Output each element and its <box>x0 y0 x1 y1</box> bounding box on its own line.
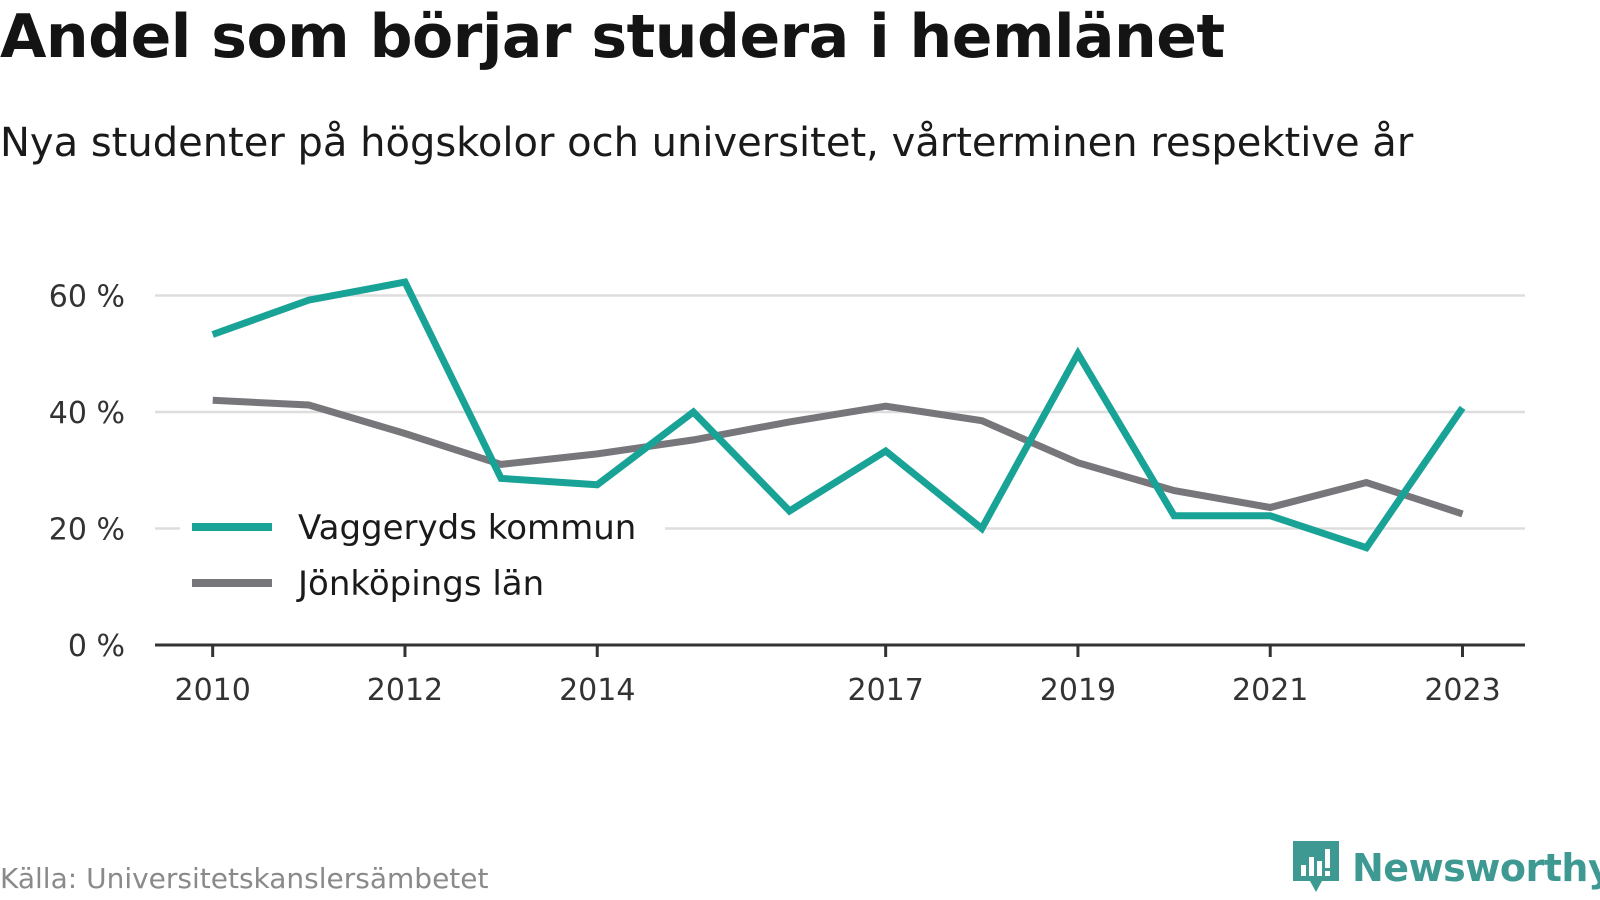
x-tick-label: 2023 <box>1424 673 1500 708</box>
x-tick-label: 2017 <box>847 673 923 708</box>
series-line-jonkoping <box>212 396 1464 518</box>
brand-name: Newsworthy <box>1352 846 1600 890</box>
x-tick-label: 2014 <box>559 673 635 708</box>
legend-background <box>180 500 665 615</box>
brand-logo[interactable]: Newsworthy <box>1290 838 1600 898</box>
y-tick-label: 40 % <box>49 396 125 431</box>
x-tick-label: 2021 <box>1232 673 1308 708</box>
y-tick-label: 60 % <box>49 279 125 314</box>
chart-subtitle: Nya studenter på högskolor och universit… <box>0 120 1414 166</box>
source-note: Källa: Universitetskanslersämbetet <box>0 862 489 895</box>
legend: Vaggeryds kommun Jönköpings län <box>180 500 665 615</box>
y-tick-label: 20 % <box>49 512 125 547</box>
x-tick-label: 2019 <box>1040 673 1116 708</box>
legend-label: Jönköpings län <box>296 564 544 604</box>
data-series <box>211 278 1466 552</box>
x-tick-label: 2012 <box>367 673 443 708</box>
legend-label: Vaggeryds kommun <box>298 508 636 548</box>
chart-title: Andel som börjar studera i hemlänet <box>0 2 1225 72</box>
y-tick-label: 0 % <box>68 629 125 664</box>
line-chart: 0 % 20 % 40 % 60 % 2010 2012 2014 2017 2019 2021… <box>49 278 1525 708</box>
y-axis-ticks: 0 % 20 % 40 % 60 % <box>49 279 125 664</box>
series-line-vaggeryd <box>211 278 1466 552</box>
newsworthy-logo-icon <box>1293 841 1339 892</box>
x-axis: 2010 2012 2014 2017 2019 2021 2023 <box>155 643 1525 708</box>
x-tick-label: 2010 <box>175 673 251 708</box>
